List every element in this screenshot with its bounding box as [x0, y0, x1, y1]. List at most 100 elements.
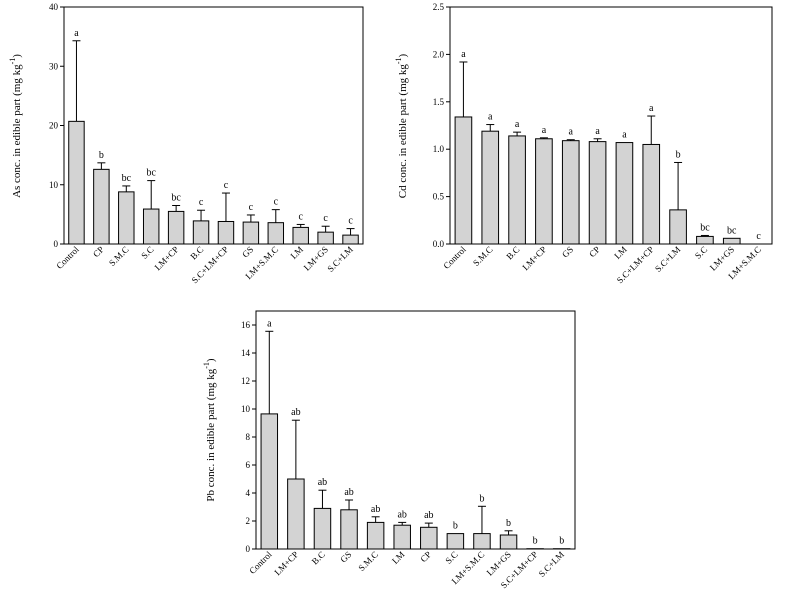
significance-letter: b	[676, 149, 681, 160]
y-tick-label: 2	[246, 516, 251, 526]
category-label: S.M.C	[471, 244, 495, 268]
y-tick-label: 30	[49, 61, 59, 71]
significance-letter: c	[756, 231, 761, 242]
bar	[696, 235, 714, 245]
significance-letter: a	[595, 126, 600, 137]
bar	[561, 140, 580, 245]
y-axis-label-superscript: -1	[8, 58, 17, 65]
significance-letter: a	[515, 119, 520, 130]
y-tick-label: 20	[49, 121, 59, 131]
significance-letter: b	[506, 518, 511, 529]
y-tick-label: 0.0	[433, 239, 445, 249]
category-label: B.C	[188, 244, 205, 261]
bar	[508, 135, 526, 245]
significance-letter: bc	[171, 192, 181, 203]
bar	[722, 237, 741, 245]
significance-letter: c	[224, 180, 229, 191]
significance-letter: a	[74, 28, 79, 39]
y-axis-label: Cd conc. in edible part (mg kg-1)	[394, 53, 409, 198]
category-label: Control	[247, 549, 274, 576]
significance-letter: c	[249, 202, 254, 213]
cd-chart: 0.0 0.5 1.0 1.5 2.0 2.5 a Control a S.M.C a B.C a LM+…	[394, 2, 773, 285]
y-axis-label: Pb conc. in edible part (mg kg-1)	[202, 358, 217, 502]
bar	[167, 210, 185, 245]
y-tick-label: 12	[241, 376, 250, 386]
y-axis-label-superscript: -1	[202, 362, 211, 369]
bar	[267, 222, 285, 245]
bar	[481, 130, 500, 245]
significance-letter: a	[267, 318, 272, 329]
bar	[535, 138, 553, 245]
significance-letter: ab	[424, 510, 433, 521]
bar	[260, 413, 279, 550]
as-chart: 0 10 20 30 40 a Control b CP bc S.M.C bc S.C bc LM+CP c…	[8, 2, 364, 285]
category-label: LM+CP	[153, 244, 181, 272]
y-axis-label-text: As conc. in edible part (mg kg	[11, 64, 23, 198]
y-tick-label: 40	[49, 2, 59, 12]
category-label: B.C	[310, 549, 327, 566]
y-axis-label-text: Cd conc. in edible part (mg kg	[397, 64, 409, 199]
significance-letter: b	[533, 536, 538, 547]
category-label: Control	[54, 244, 81, 271]
significance-letter: b	[453, 521, 458, 532]
significance-letter: ab	[371, 504, 380, 515]
significance-letter: ab	[344, 487, 353, 498]
bar	[93, 168, 110, 245]
plot-frame	[255, 310, 576, 550]
bar	[669, 209, 687, 245]
significance-letter: a	[649, 103, 654, 114]
category-label: S.C	[443, 549, 459, 565]
y-axis-label-close: )	[205, 358, 217, 362]
bar	[499, 534, 518, 550]
bar	[615, 142, 634, 245]
bar	[366, 521, 385, 550]
significance-letter: a	[542, 125, 547, 136]
y-tick-label: 2.5	[433, 2, 445, 12]
category-label: CP	[91, 244, 106, 259]
plot-frame	[449, 6, 773, 245]
y-axis-label: As conc. in edible part (mg kg-1)	[8, 54, 23, 198]
y-tick-label: 0.5	[433, 192, 445, 202]
significance-letter: bc	[146, 168, 156, 179]
bar	[420, 526, 438, 550]
category-label: B.C	[504, 244, 521, 261]
y-tick-label: 1.5	[433, 97, 445, 107]
bar	[342, 234, 359, 245]
significance-letter: ab	[291, 407, 300, 418]
bar	[588, 141, 607, 245]
bar	[217, 220, 235, 245]
category-label: LM+CP	[272, 549, 300, 577]
y-tick-label: 14	[241, 348, 251, 358]
significance-letter: a	[569, 127, 574, 138]
significance-letter: b	[479, 493, 484, 504]
y-tick-label: 8	[246, 432, 251, 442]
y-axis-label-text: Pb conc. in edible part (mg kg	[205, 368, 217, 501]
category-label: LM+CP	[520, 244, 548, 272]
significance-letter: c	[348, 216, 353, 227]
y-tick-label: 0	[246, 544, 251, 554]
bar	[287, 478, 305, 550]
y-tick-label: 16	[241, 320, 251, 330]
bar	[313, 507, 332, 550]
significance-letter: a	[622, 130, 627, 141]
bar	[454, 116, 473, 245]
significance-letter: b	[559, 536, 564, 547]
bar	[642, 143, 661, 245]
significance-letter: bc	[727, 225, 737, 236]
significance-letter: a	[488, 112, 493, 123]
significance-letter: b	[99, 150, 104, 161]
y-tick-label: 10	[49, 180, 59, 190]
bar	[473, 533, 491, 550]
category-label: S.C	[139, 244, 155, 260]
category-label: S.M.C	[107, 244, 131, 268]
category-label: GS	[240, 244, 255, 259]
bar	[317, 231, 334, 245]
category-label: CP	[418, 549, 433, 564]
category-label: S.C+LM	[325, 244, 355, 274]
y-axis-label-close: )	[397, 53, 409, 57]
significance-letter: a	[461, 49, 466, 60]
category-label: Control	[441, 244, 468, 271]
bar	[292, 226, 309, 245]
category-label: LM	[390, 549, 407, 566]
